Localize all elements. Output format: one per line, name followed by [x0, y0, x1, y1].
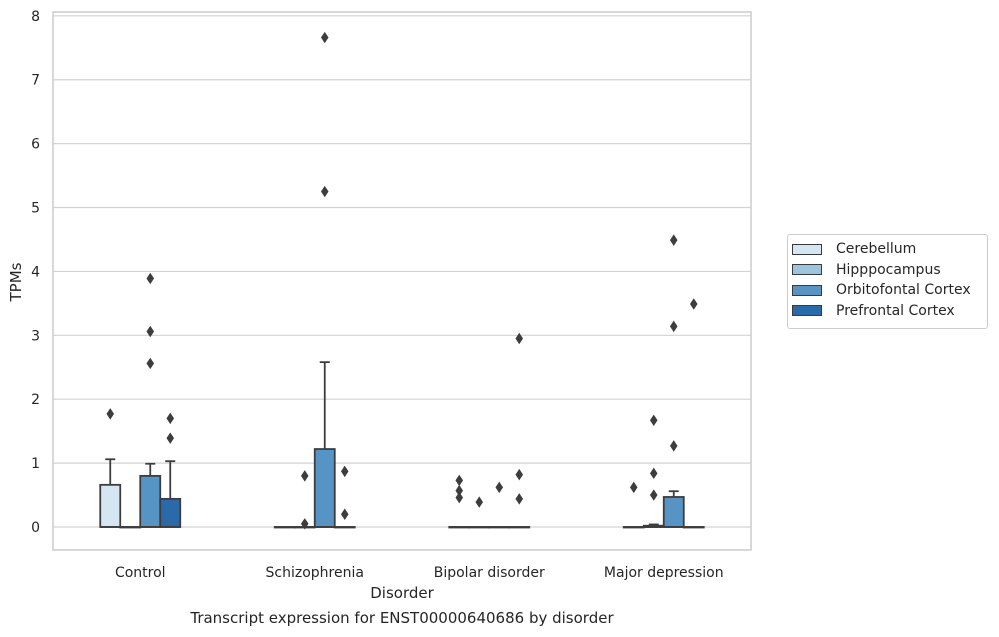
y-tick-labels: 0 1 2 3 4 5 6 7 8 — [31, 9, 40, 536]
box-group — [99, 408, 122, 528]
legend-label: Orbitofontal Cortex — [836, 282, 971, 299]
legend-item: Cerebellum — [792, 239, 987, 260]
outlier-point — [146, 357, 155, 370]
legend-swatch — [792, 305, 822, 317]
box — [99, 483, 122, 528]
legend: Cerebellum Hipppocampus Orbitofontal Corte… — [787, 234, 988, 329]
outlier-point — [320, 31, 329, 44]
x-tick-label: Major depression — [604, 565, 724, 581]
outlier-point — [320, 185, 329, 198]
x-tick-label: Bipolar disorder — [434, 565, 545, 581]
legend-item: Hipppocampus — [792, 260, 987, 281]
outlier-point — [146, 325, 155, 338]
outlier-point — [689, 298, 698, 310]
outlier-point — [300, 518, 309, 530]
legend-item: Prefrontal Cortex — [792, 301, 987, 322]
box-group — [333, 465, 356, 529]
outlier-point — [106, 408, 115, 420]
box-group — [662, 234, 685, 528]
box-group — [293, 470, 316, 530]
box-group — [642, 414, 665, 528]
legend-swatch — [792, 284, 822, 296]
outlier-point — [669, 440, 678, 452]
outlier-point — [475, 496, 484, 508]
y-tick-label: 5 — [31, 201, 40, 217]
legend-label: Prefrontal Cortex — [836, 302, 955, 319]
x-axis-title: Disorder — [370, 584, 434, 602]
box-group — [508, 332, 531, 529]
outlier-point — [166, 412, 175, 425]
box-group — [313, 31, 336, 528]
y-tick-label: 3 — [31, 328, 40, 344]
y-tick-label: 2 — [31, 392, 40, 408]
outlier-point — [515, 468, 524, 481]
box — [139, 474, 162, 528]
outlier-point — [166, 432, 175, 444]
outlier-point — [669, 234, 678, 246]
outlier-point — [146, 272, 155, 285]
box-group — [273, 526, 296, 529]
outlier-point — [649, 489, 658, 501]
plot-area — [53, 12, 751, 550]
outlier-point — [515, 493, 524, 505]
legend-label: Cerebellum — [836, 241, 917, 258]
outlier-point — [495, 481, 504, 494]
outlier-point — [340, 508, 349, 520]
y-tick-label: 7 — [31, 73, 40, 89]
y-tick-label: 0 — [31, 520, 40, 536]
box — [159, 497, 182, 528]
box-group — [139, 272, 162, 528]
outlier-point — [669, 320, 678, 333]
x-tick-label: Schizophrenia — [266, 565, 364, 581]
box-group — [119, 526, 142, 529]
x-tick-labels: Control Schizophrenia Bipolar disorder Majo… — [115, 565, 724, 581]
x-tick-label: Control — [115, 565, 166, 581]
box — [662, 496, 685, 528]
y-tick-label: 6 — [31, 137, 40, 153]
outlier-point — [455, 491, 464, 504]
y-tick-label: 4 — [31, 264, 40, 280]
y-tick-label: 8 — [31, 9, 40, 25]
outlier-point — [340, 465, 349, 478]
box — [313, 448, 336, 528]
outlier-point — [629, 481, 638, 494]
legend-item: Orbitofontal Cortex — [792, 280, 987, 301]
chart-caption: Transcript expression for ENST0000064068… — [190, 609, 614, 627]
box-group — [448, 474, 471, 529]
box-group — [682, 298, 705, 529]
outlier-point — [649, 414, 658, 427]
box-group — [159, 412, 182, 528]
legend-swatch — [792, 243, 822, 255]
legend-swatch — [792, 264, 822, 276]
y-tick-label: 1 — [31, 456, 40, 472]
outlier-point — [515, 332, 524, 345]
legend-label: Hipppocampus — [836, 261, 941, 278]
plot-frame — [52, 11, 752, 551]
y-axis-title: TPMs — [7, 262, 25, 302]
outlier-point — [649, 467, 658, 480]
box-marks — [99, 31, 705, 530]
outlier-point — [300, 470, 309, 482]
